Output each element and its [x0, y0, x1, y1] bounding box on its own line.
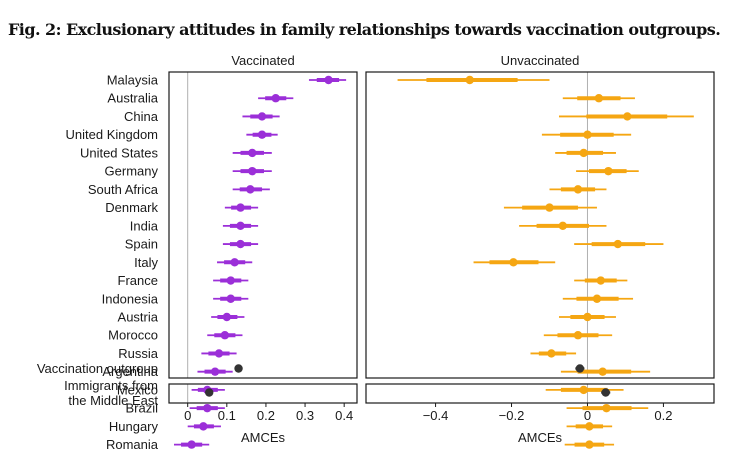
lower-panel-label-line-2: the Middle East	[68, 393, 158, 408]
country-label: Morocco	[108, 328, 158, 343]
x-tick-label-vaccinated: 0.1	[218, 408, 236, 423]
lower-panel-frame-unvaccinated	[365, 383, 715, 404]
x-tick-label-unvaccinated: 0.2	[654, 408, 672, 423]
estimate-point-vaccinated	[222, 312, 232, 322]
estimate-point-vaccinated	[236, 203, 245, 212]
country-label: China	[124, 109, 159, 124]
estimate-point-unvaccinated	[579, 385, 588, 395]
panel-frame-unvaccinated	[365, 71, 715, 379]
estimate-point-unvaccinated	[558, 221, 567, 231]
estimate-point-unvaccinated	[596, 276, 605, 285]
panel-title-unvaccinated: Unvaccinated	[501, 53, 580, 68]
lower-panel-frame-vaccinated	[168, 383, 358, 404]
estimate-point-vaccinated	[271, 94, 280, 103]
country-label: France	[118, 273, 158, 288]
country-label: Argentina	[102, 364, 158, 379]
country-label: Mexico	[117, 382, 158, 397]
estimate-point-vaccinated	[199, 422, 208, 431]
estimate-point-unvaccinated	[573, 331, 583, 340]
country-label: Spain	[125, 237, 158, 252]
x-tick-label-unvaccinated: 0	[584, 408, 591, 423]
estimate-point-unvaccinated	[545, 203, 554, 212]
estimate-point-vaccinated	[214, 349, 224, 358]
x-tick-label-unvaccinated: −0.4	[423, 408, 449, 423]
estimate-point-vaccinated	[187, 440, 196, 449]
estimate-point-unvaccinated	[579, 148, 588, 158]
estimate-point-unvaccinated	[604, 166, 613, 176]
estimate-point-vaccinated	[210, 367, 220, 376]
estimate-point-vaccinated	[246, 185, 255, 194]
x-tick-label-vaccinated: 0.3	[296, 408, 314, 423]
country-label: Russia	[118, 346, 159, 361]
estimate-point-unvaccinated	[465, 75, 474, 85]
estimate-point-vaccinated	[248, 166, 257, 176]
estimate-point-vaccinated	[220, 331, 230, 340]
x-axis-label-unvaccinated: AMCEs	[518, 430, 563, 445]
country-label: Romania	[106, 437, 159, 452]
country-label: Australia	[107, 91, 158, 106]
estimate-point-unvaccinated	[613, 239, 623, 249]
country-label: Brazil	[125, 401, 158, 416]
country-label: Denmark	[105, 200, 158, 215]
estimate-marks	[174, 75, 694, 449]
x-axis-label-vaccinated: AMCEs	[241, 430, 286, 445]
country-label: Germany	[105, 164, 159, 179]
estimate-point-vaccinated	[230, 258, 239, 267]
country-label: United States	[80, 145, 159, 160]
estimate-point-vaccinated	[324, 75, 333, 85]
estimate-point-vaccinated	[226, 294, 235, 303]
estimate-point-unvaccinated	[602, 403, 611, 413]
country-label: Austria	[118, 309, 159, 324]
estimate-point-unvaccinated	[585, 422, 594, 431]
estimate-point-unvaccinated	[592, 294, 602, 303]
estimate-point-vaccinated	[226, 276, 235, 285]
estimate-point-vaccinated	[248, 148, 257, 158]
estimate-point-unvaccinated	[598, 367, 607, 376]
zero-reference-lines	[187, 72, 588, 403]
figure-title: Fig. 2: Exclusionary attitudes in family…	[8, 20, 721, 39]
estimate-point-unvaccinated	[547, 349, 556, 358]
estimate-point-vaccinated	[257, 130, 267, 139]
country-label: Italy	[134, 255, 158, 270]
country-label: South Africa	[88, 182, 159, 197]
estimate-point-vaccinated	[236, 221, 245, 231]
x-tick-label-vaccinated: 0	[184, 408, 191, 423]
lower-point-vaccinated	[205, 388, 214, 397]
panel-frames	[168, 71, 715, 407]
estimate-point-unvaccinated	[583, 130, 592, 139]
panel-frame-vaccinated	[168, 71, 358, 379]
country-label: Indonesia	[102, 291, 159, 306]
x-tick-label-unvaccinated: −0.2	[499, 408, 525, 423]
estimate-point-unvaccinated	[509, 258, 518, 267]
country-label: India	[130, 218, 159, 233]
country-label: Malaysia	[107, 73, 159, 88]
pooled-point-vaccinated	[234, 364, 243, 373]
estimate-point-unvaccinated	[583, 312, 592, 322]
estimate-point-vaccinated	[236, 239, 245, 249]
pooled-point-unvaccinated	[575, 364, 585, 373]
estimate-point-vaccinated	[257, 112, 267, 121]
estimate-point-unvaccinated	[585, 440, 594, 449]
country-label: United Kingdom	[66, 127, 159, 142]
estimate-point-unvaccinated	[594, 94, 604, 103]
estimate-point-vaccinated	[203, 403, 212, 413]
estimate-point-unvaccinated	[623, 112, 632, 121]
x-tick-label-vaccinated: 0.2	[257, 408, 275, 423]
panel-title-vaccinated: Vaccinated	[231, 53, 294, 68]
lower-panel-label-line-1: Immigrants from	[64, 378, 158, 393]
lower-point-unvaccinated	[601, 388, 610, 397]
chart-text-labels: Malaysia Australia China United Kingdom Unit…	[37, 53, 673, 452]
country-label: Hungary	[109, 419, 159, 434]
x-tick-label-vaccinated: 0.4	[335, 408, 353, 423]
pooled-label: Vaccination outgroup	[37, 361, 158, 376]
estimate-point-unvaccinated	[573, 185, 583, 194]
